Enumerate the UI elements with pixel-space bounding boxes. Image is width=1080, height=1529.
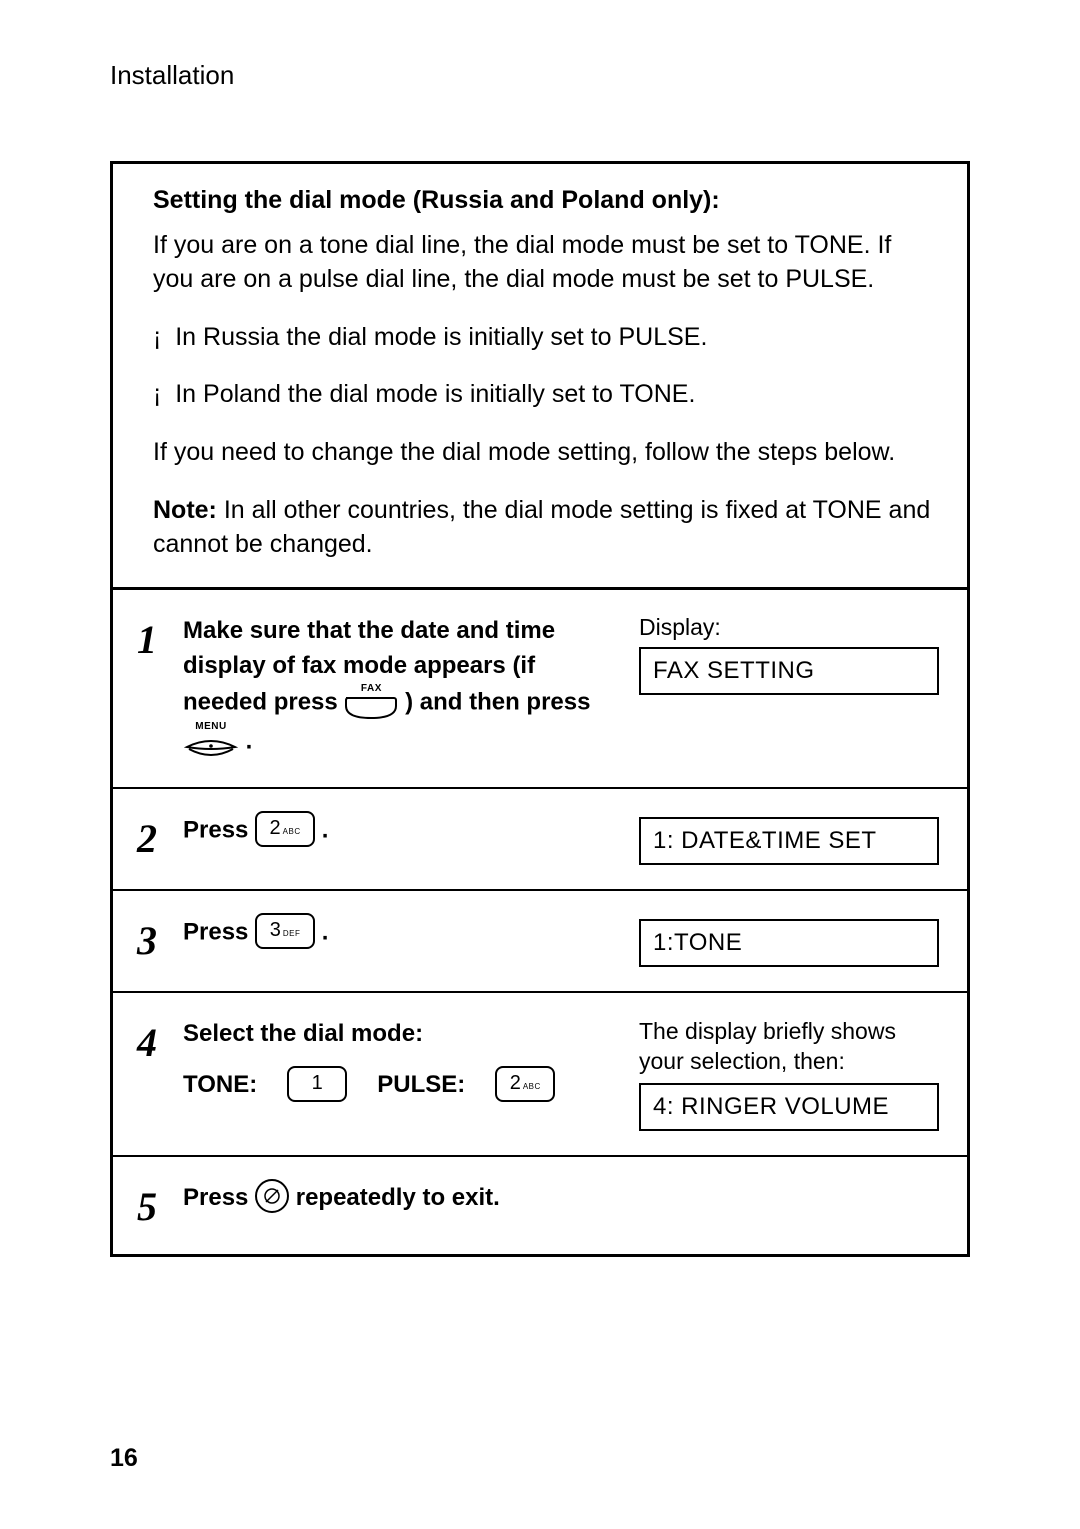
intro-paragraph-1: If you are on a tone dial line, the dial… (153, 229, 933, 297)
intro-bullet-2: ¡ In Poland the dial mode is initially s… (153, 378, 933, 412)
content-box: Setting the dial mode (Russia and Poland… (110, 161, 970, 1257)
menu-key-label: MENU (183, 720, 239, 735)
step-display-column: Display: FAX SETTING (639, 614, 939, 695)
pulse-label: PULSE: (377, 1068, 465, 1103)
step1-text-b: ) and then press (405, 688, 590, 715)
step-content: Press 2 ABC . 1: DATE&TIME SET (183, 813, 939, 865)
step5-tail: repeatedly to exit. (296, 1184, 500, 1211)
display-note: The display briefly shows your selection… (639, 1017, 939, 1077)
step-3: 3 Press 3 DEF . 1:TONE (113, 891, 967, 993)
step-display-column: 1: DATE&TIME SET (639, 813, 939, 865)
lcd-display: 1:TONE (639, 919, 939, 967)
keypad-3-key: 3 DEF (255, 913, 315, 949)
step3-dot: . (322, 918, 329, 945)
display-label: Display: (639, 614, 939, 641)
key-main: 2 (510, 1069, 521, 1098)
intro-note: Note: In all other countries, the dial m… (153, 494, 933, 562)
lcd-display: FAX SETTING (639, 647, 939, 695)
step3-press: Press (183, 918, 255, 945)
step2-press: Press (183, 816, 255, 843)
intro-note-text: In all other countries, the dial mode se… (153, 496, 930, 558)
step-content: Press 3 DEF . 1:TONE (183, 915, 939, 967)
key-sub: ABC (283, 826, 301, 838)
lcd-display: 1: DATE&TIME SET (639, 817, 939, 865)
tone-label: TONE: (183, 1068, 257, 1103)
stop-key-icon (255, 1179, 289, 1213)
steps-list: 1 Make sure that the date and time displ… (113, 590, 967, 1253)
step1-text-c: . (246, 728, 253, 755)
fax-key-icon: FAX (344, 682, 398, 721)
keypad-2-key: 2 ABC (495, 1066, 555, 1102)
step-instruction: Press 3 DEF . (183, 915, 615, 951)
step-1: 1 Make sure that the date and time displ… (113, 590, 967, 789)
intro-bullet-1-text: In Russia the dial mode is initially set… (175, 323, 707, 351)
step-number: 4 (137, 1017, 183, 1066)
intro-title: Setting the dial mode (Russia and Poland… (153, 186, 933, 215)
step4-title: Select the dial mode: (183, 1017, 615, 1052)
intro-bullet-2-text: In Poland the dial mode is initially set… (175, 380, 695, 408)
tone-pulse-row: TONE: 1 PULSE: 2 ABC (183, 1068, 615, 1104)
intro-paragraph-2: If you need to change the dial mode sett… (153, 436, 933, 470)
key-sub: DEF (283, 928, 301, 940)
step-4: 4 Select the dial mode: TONE: 1 PULSE: 2 (113, 993, 967, 1157)
intro-section: Setting the dial mode (Russia and Poland… (113, 164, 967, 590)
intro-note-label: Note: (153, 496, 217, 524)
key-main: 1 (312, 1069, 323, 1098)
step-display-column: 1:TONE (639, 915, 939, 967)
step-instruction: Make sure that the date and time display… (183, 614, 615, 763)
page-number: 16 (110, 1444, 138, 1473)
step-display-column: The display briefly shows your selection… (639, 1017, 939, 1131)
step-5: 5 Press repeatedly to exit. (113, 1157, 967, 1254)
keypad-1-key: 1 (287, 1066, 347, 1102)
step5-press: Press (183, 1184, 255, 1211)
step-number: 1 (137, 614, 183, 663)
step-number: 5 (137, 1181, 183, 1230)
key-sub: ABC (523, 1081, 541, 1093)
step-instruction: Press 2 ABC . (183, 813, 615, 849)
intro-bullet-1: ¡ In Russia the dial mode is initially s… (153, 321, 933, 355)
keypad-2-key: 2 ABC (255, 811, 315, 847)
step-content: Select the dial mode: TONE: 1 PULSE: 2 A… (183, 1017, 939, 1131)
menu-key-icon: MENU (183, 720, 239, 761)
lcd-display: 4: RINGER VOLUME (639, 1083, 939, 1131)
step2-dot: . (322, 816, 329, 843)
step-content: Press repeatedly to exit. (183, 1181, 939, 1216)
manual-page: Installation Setting the dial mode (Russ… (0, 0, 1080, 1529)
step-2: 2 Press 2 ABC . 1: DATE&TIME SET (113, 789, 967, 891)
step-instruction: Press repeatedly to exit. (183, 1181, 939, 1216)
fax-key-label: FAX (344, 682, 398, 697)
step-content: Make sure that the date and time display… (183, 614, 939, 763)
step-instruction: Select the dial mode: TONE: 1 PULSE: 2 A… (183, 1017, 615, 1104)
key-main: 3 (270, 916, 281, 945)
step-number: 3 (137, 915, 183, 964)
page-header: Installation (110, 60, 970, 91)
key-main: 2 (270, 814, 281, 843)
step-number: 2 (137, 813, 183, 862)
